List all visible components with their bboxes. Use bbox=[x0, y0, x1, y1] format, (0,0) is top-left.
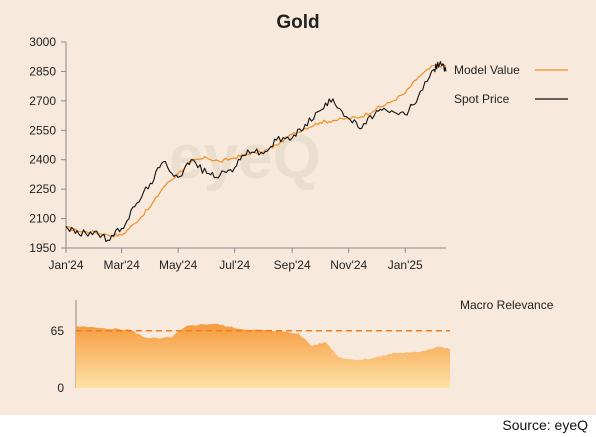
sub-y-tick-label: 0 bbox=[57, 381, 64, 395]
x-tick-label: Sep'24 bbox=[274, 258, 311, 272]
x-tick-label: Jan'24 bbox=[49, 258, 84, 272]
x-tick-label: May'24 bbox=[159, 258, 198, 272]
sub-series bbox=[76, 323, 450, 388]
main-axes: 1950 2100 2250 2400 2550 2700 2850 3000 Jan'24 Ma… bbox=[29, 35, 446, 272]
macro-relevance-title: Macro Relevance bbox=[460, 298, 554, 312]
x-tick-label: Nov'24 bbox=[330, 258, 367, 272]
main-series bbox=[65, 61, 447, 243]
y-tick-label: 2100 bbox=[29, 212, 56, 226]
y-tick-label: 2550 bbox=[29, 123, 56, 137]
legend-label: Model Value bbox=[454, 63, 520, 77]
source-label: Source: eyeQ bbox=[502, 417, 588, 433]
y-tick-label: 2400 bbox=[29, 153, 56, 167]
legend: Model Value Spot Price bbox=[454, 63, 568, 106]
x-tick-label: Mar'24 bbox=[103, 258, 140, 272]
sub-y-tick-label: 65 bbox=[51, 324, 65, 338]
spot-price-line bbox=[65, 61, 447, 243]
y-tick-label: 1950 bbox=[29, 241, 56, 255]
y-tick-label: 2250 bbox=[29, 182, 56, 196]
watermark: eyeQ bbox=[169, 123, 321, 192]
y-tick-label: 3000 bbox=[29, 35, 56, 49]
legend-label: Spot Price bbox=[454, 92, 510, 106]
gold-chart: eyeQ Gold 1950 2100 2250 2400 2550 2700 2850 30… bbox=[29, 12, 568, 395]
macro-relevance-area bbox=[76, 323, 450, 388]
y-tick-label: 2850 bbox=[29, 64, 56, 78]
chart-panel: eyeQ Gold 1950 2100 2250 2400 2550 2700 2850 30… bbox=[0, 0, 596, 415]
x-tick-label: Jan'25 bbox=[388, 258, 423, 272]
model-value-line bbox=[65, 63, 446, 238]
chart-title: Gold bbox=[276, 12, 319, 33]
x-tick-label: Jul'24 bbox=[219, 258, 250, 272]
sub-axes: 0 65 bbox=[51, 300, 77, 395]
y-tick-label: 2700 bbox=[29, 94, 56, 108]
